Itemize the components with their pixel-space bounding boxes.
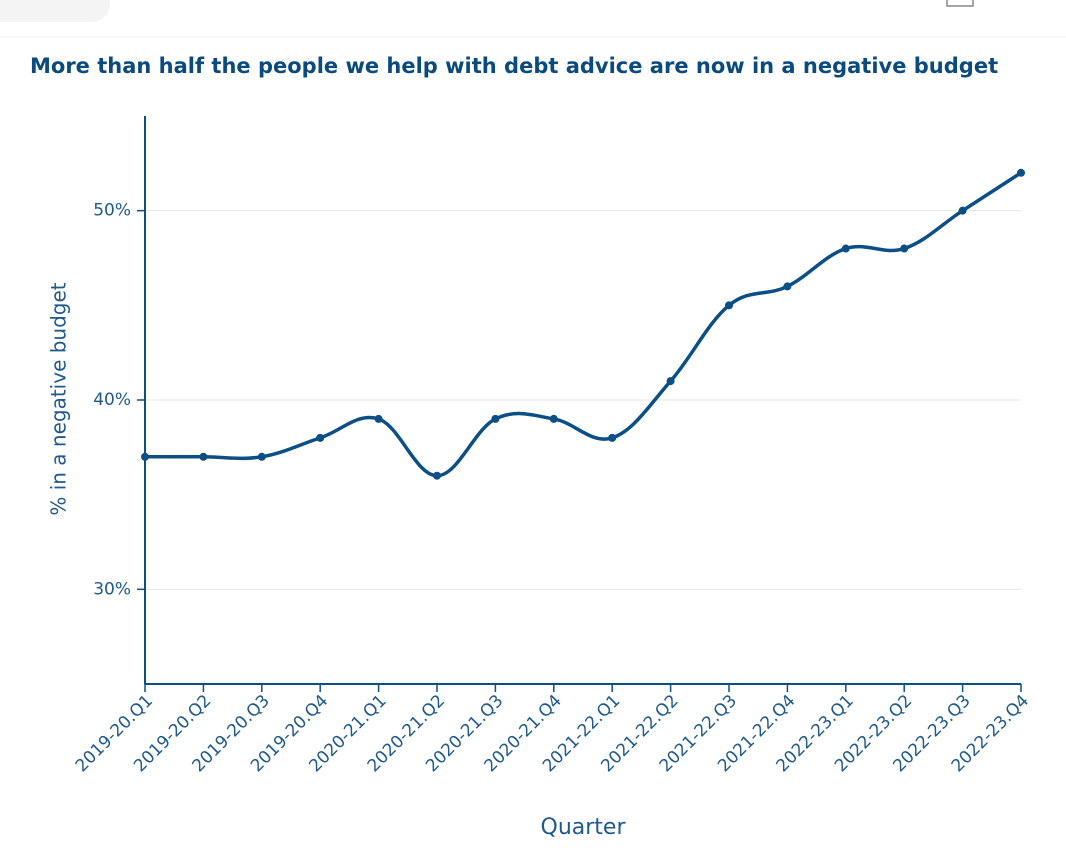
cropped-tab bbox=[0, 0, 110, 22]
data-point bbox=[783, 282, 792, 291]
data-point bbox=[666, 377, 675, 386]
data-point bbox=[608, 433, 617, 442]
x-axis-title: Quarter bbox=[541, 815, 627, 840]
y-tick-label: 40% bbox=[93, 390, 131, 410]
data-point bbox=[900, 244, 909, 253]
line-series bbox=[144, 171, 1022, 478]
data-point bbox=[725, 301, 733, 310]
y-axis-title: % in a negative budget bbox=[47, 282, 71, 515]
data-point bbox=[549, 414, 558, 423]
data-point bbox=[1017, 168, 1025, 177]
y-tick-label: 30% bbox=[93, 579, 131, 599]
data-point bbox=[316, 433, 325, 442]
data-point bbox=[257, 452, 266, 461]
data-point bbox=[374, 414, 383, 423]
chart-title: More than half the people we help with d… bbox=[30, 54, 998, 78]
data-point bbox=[433, 471, 441, 480]
data-point bbox=[491, 414, 500, 423]
data-point bbox=[841, 244, 850, 253]
data-point bbox=[958, 206, 967, 215]
cropped-icon bbox=[946, 0, 974, 7]
data-point bbox=[141, 452, 149, 461]
data-point bbox=[199, 452, 208, 461]
y-tick-label: 50% bbox=[93, 201, 131, 221]
